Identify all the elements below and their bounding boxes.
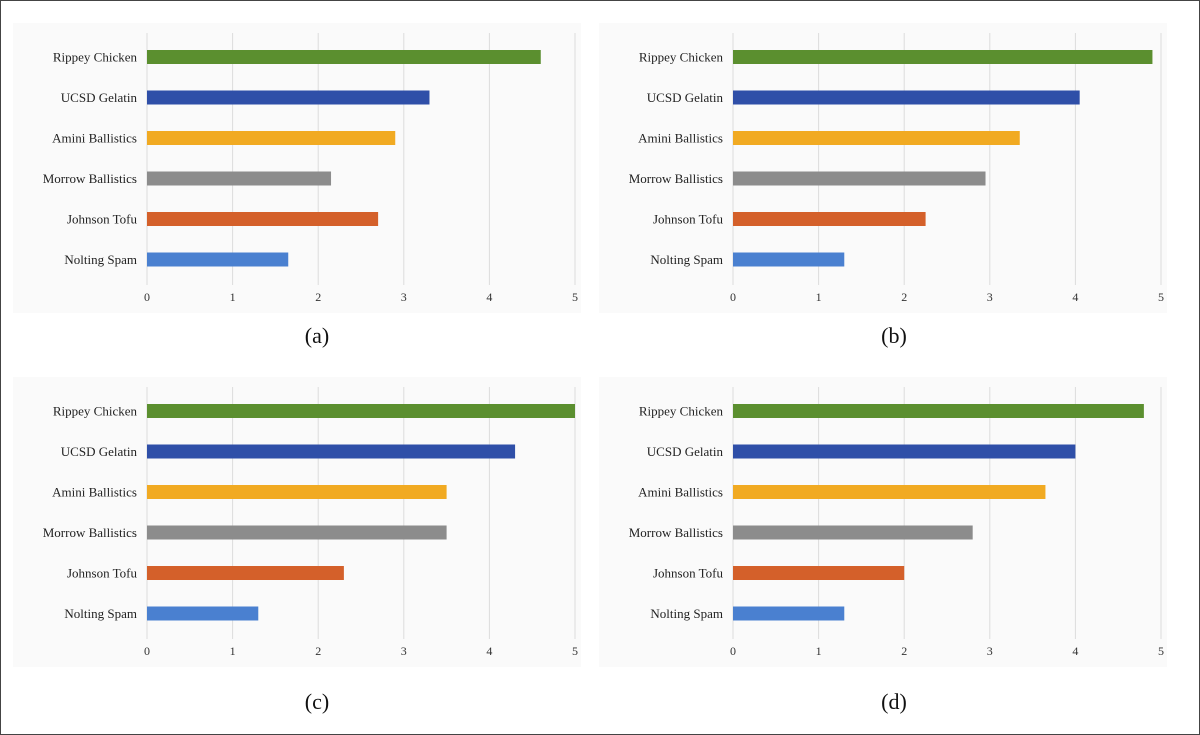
- caption-c: (c): [304, 689, 330, 714]
- bar-a-2: [147, 90, 430, 105]
- category-label-d-5: Johnson Tofu: [653, 566, 723, 581]
- x-tick-label-b-5: 5: [1158, 290, 1164, 304]
- bar-b-3: [733, 131, 1020, 145]
- bar-c-6: [147, 606, 259, 621]
- x-tick-label-c-1: 1: [230, 644, 236, 658]
- caption-d: (d): [881, 689, 907, 714]
- bar-d-6: [733, 606, 845, 621]
- category-label-b-6: Nolting Spam: [650, 252, 723, 267]
- category-label-d-3: Amini Ballistics: [638, 485, 723, 500]
- x-tick-label-b-3: 3: [987, 290, 993, 304]
- x-tick-label-c-4: 4: [486, 644, 492, 658]
- category-label-c-6: Nolting Spam: [64, 606, 137, 621]
- chart-panel-a: 0 1 2 3 4 5 Rippey Chicken UCSD Gelatin Amini Ba…: [13, 23, 581, 313]
- x-tick-label-a-3: 3: [401, 290, 407, 304]
- bar-c-2: [147, 444, 516, 459]
- category-label-c-3: Amini Ballistics: [52, 485, 137, 500]
- category-label-d-2: UCSD Gelatin: [647, 444, 724, 459]
- category-label-d-6: Nolting Spam: [650, 606, 723, 621]
- x-tick-label-a-2: 2: [315, 290, 321, 304]
- bar-a-6: [147, 252, 289, 267]
- x-tick-label-c-5: 5: [572, 644, 578, 658]
- category-label-c-4: Morrow Ballistics: [43, 525, 137, 540]
- bar-a-1: [147, 50, 541, 64]
- category-label-a-1: Rippey Chicken: [53, 50, 138, 65]
- category-label-c-5: Johnson Tofu: [67, 566, 137, 581]
- caption-b: (b): [881, 323, 907, 348]
- chart-a-svg: 0 1 2 3 4 5 Rippey Chicken UCSD Gelatin Amini Ba…: [43, 33, 578, 304]
- bar-b-1: [733, 50, 1153, 64]
- x-tick-label-a-0: 0: [144, 290, 150, 304]
- x-tick-label-c-0: 0: [144, 644, 150, 658]
- category-label-b-3: Amini Ballistics: [638, 131, 723, 146]
- category-label-a-2: UCSD Gelatin: [61, 90, 138, 105]
- category-label-b-1: Rippey Chicken: [639, 50, 724, 65]
- category-label-a-5: Johnson Tofu: [67, 212, 137, 227]
- category-label-a-6: Nolting Spam: [64, 252, 137, 267]
- category-label-d-4: Morrow Ballistics: [629, 525, 723, 540]
- chart-b-svg: 0 1 2 3 4 5 Rippey Chicken UCSD Gelatin Amini Ba…: [629, 33, 1164, 304]
- category-label-d-1: Rippey Chicken: [639, 404, 724, 419]
- bar-b-5: [733, 212, 926, 226]
- x-tick-label-d-3: 3: [987, 644, 993, 658]
- chart-panel-c: 0 1 2 3 4 5 Rippey Chicken UCSD Gelatin Amini Ba…: [13, 377, 581, 667]
- bar-a-5: [147, 212, 379, 226]
- x-tick-label-c-2: 2: [315, 644, 321, 658]
- bar-c-1: [147, 404, 575, 418]
- chart-panel-d: 0 1 2 3 4 5 Rippey Chicken UCSD Gelatin Amini Ba…: [599, 377, 1167, 667]
- bar-d-5: [733, 566, 905, 580]
- bar-d-4: [733, 525, 973, 540]
- x-tick-label-b-1: 1: [816, 290, 822, 304]
- bar-d-3: [733, 485, 1046, 499]
- x-tick-label-b-0: 0: [730, 290, 736, 304]
- x-tick-label-a-5: 5: [572, 290, 578, 304]
- x-tick-label-d-4: 4: [1072, 644, 1078, 658]
- x-tick-label-b-2: 2: [901, 290, 907, 304]
- bar-d-1: [733, 404, 1144, 418]
- chart-c-svg: 0 1 2 3 4 5 Rippey Chicken UCSD Gelatin Amini Ba…: [43, 387, 578, 658]
- bar-a-3: [147, 131, 396, 145]
- x-tick-label-a-1: 1: [230, 290, 236, 304]
- caption-a: (a): [304, 323, 330, 348]
- chart-panel-b: 0 1 2 3 4 5 Rippey Chicken UCSD Gelatin Amini Ba…: [599, 23, 1167, 313]
- bar-c-3: [147, 485, 447, 499]
- x-tick-label-a-4: 4: [486, 290, 492, 304]
- category-label-a-3: Amini Ballistics: [52, 131, 137, 146]
- x-tick-label-c-3: 3: [401, 644, 407, 658]
- bar-b-6: [733, 252, 845, 267]
- category-label-a-4: Morrow Ballistics: [43, 171, 137, 186]
- x-tick-label-d-0: 0: [730, 644, 736, 658]
- category-label-c-2: UCSD Gelatin: [61, 444, 138, 459]
- category-label-b-2: UCSD Gelatin: [647, 90, 724, 105]
- x-tick-label-b-4: 4: [1072, 290, 1078, 304]
- bar-a-4: [147, 171, 332, 186]
- chart-d-svg: 0 1 2 3 4 5 Rippey Chicken UCSD Gelatin Amini Ba…: [629, 387, 1164, 658]
- bar-b-4: [733, 171, 986, 186]
- category-label-b-5: Johnson Tofu: [653, 212, 723, 227]
- bar-c-5: [147, 566, 344, 580]
- x-tick-label-d-5: 5: [1158, 644, 1164, 658]
- bar-d-2: [733, 444, 1076, 459]
- x-tick-label-d-2: 2: [901, 644, 907, 658]
- category-label-b-4: Morrow Ballistics: [629, 171, 723, 186]
- bar-b-2: [733, 90, 1080, 105]
- category-label-c-1: Rippey Chicken: [53, 404, 138, 419]
- x-tick-label-d-1: 1: [816, 644, 822, 658]
- bar-c-4: [147, 525, 447, 540]
